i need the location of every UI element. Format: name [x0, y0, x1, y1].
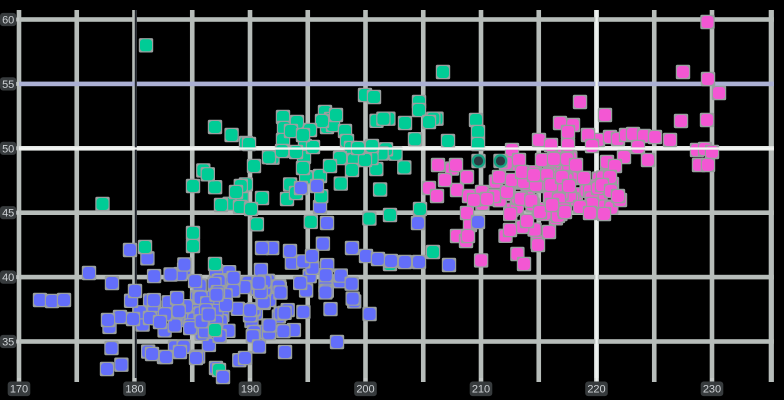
svg-text:45: 45: [2, 208, 14, 220]
svg-text:220: 220: [587, 384, 605, 396]
svg-text:230: 230: [703, 384, 721, 396]
svg-text:180: 180: [125, 384, 143, 396]
svg-text:40: 40: [2, 272, 14, 284]
svg-text:170: 170: [10, 384, 28, 396]
svg-text:60: 60: [2, 15, 14, 27]
svg-text:190: 190: [241, 384, 259, 396]
svg-text:200: 200: [356, 384, 374, 396]
svg-text:55: 55: [2, 79, 14, 91]
svg-text:50: 50: [2, 143, 14, 155]
svg-text:35: 35: [2, 337, 14, 349]
svg-text:210: 210: [472, 384, 490, 396]
